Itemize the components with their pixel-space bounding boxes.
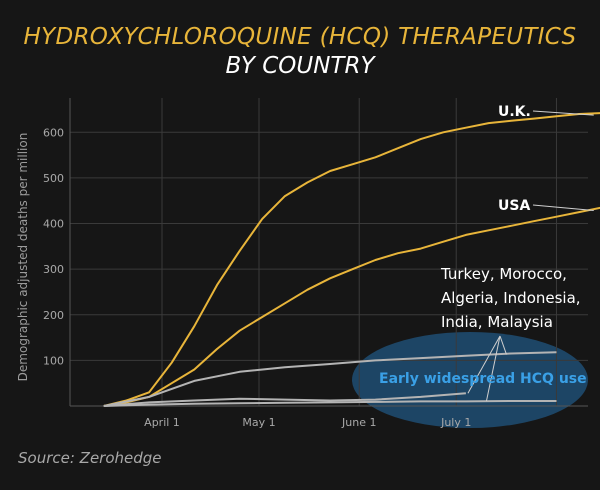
hcq-highlight-region (352, 332, 588, 428)
series-line-0 (103, 112, 600, 407)
annotation-hcq-countries-line: Turkey, Morocco, (440, 265, 567, 283)
y-tick-label: 400 (43, 218, 64, 231)
chart-subtitle: BY COUNTRY (225, 53, 375, 79)
x-tick-label: June 1 (341, 416, 376, 429)
source-note: Source: Zerohedge (18, 449, 162, 467)
series-line-2 (103, 351, 557, 407)
series-line-3 (103, 392, 466, 407)
y-tick-label: 500 (43, 172, 64, 185)
series-line-1 (103, 206, 600, 407)
y-tick-label: 600 (43, 126, 64, 139)
x-tick-label: May 1 (242, 416, 275, 429)
annotation-early-hcq-use: Early widespread HCQ use (379, 371, 587, 387)
annotation-hcq-pointer (467, 335, 501, 394)
y-tick-label: 100 (43, 354, 64, 367)
x-tick-label: July 1 (440, 416, 471, 429)
annotation-hcq-pointer (485, 335, 501, 402)
annotation-uk: U.K. (498, 104, 531, 120)
x-tick-label: April 1 (144, 416, 180, 429)
chart-title: HYDROXYCHLOROQUINE (HCQ) THERAPEUTICS (23, 24, 577, 50)
annotation-hcq-pointer (499, 335, 507, 355)
series-line-4 (103, 400, 557, 407)
annotation-hcq-countries-line: Algeria, Indonesia, (441, 289, 581, 307)
annotation-hcq-countries-line: India, Malaysia (441, 313, 553, 331)
y-axis-label: Demographic adjusted deaths per million (16, 133, 30, 382)
y-tick-label: 300 (43, 263, 64, 276)
annotation-usa: USA (498, 198, 530, 214)
y-tick-label: 200 (43, 309, 64, 322)
annotation-usa-pointer (532, 204, 594, 212)
annotation-uk-pointer (532, 110, 594, 116)
